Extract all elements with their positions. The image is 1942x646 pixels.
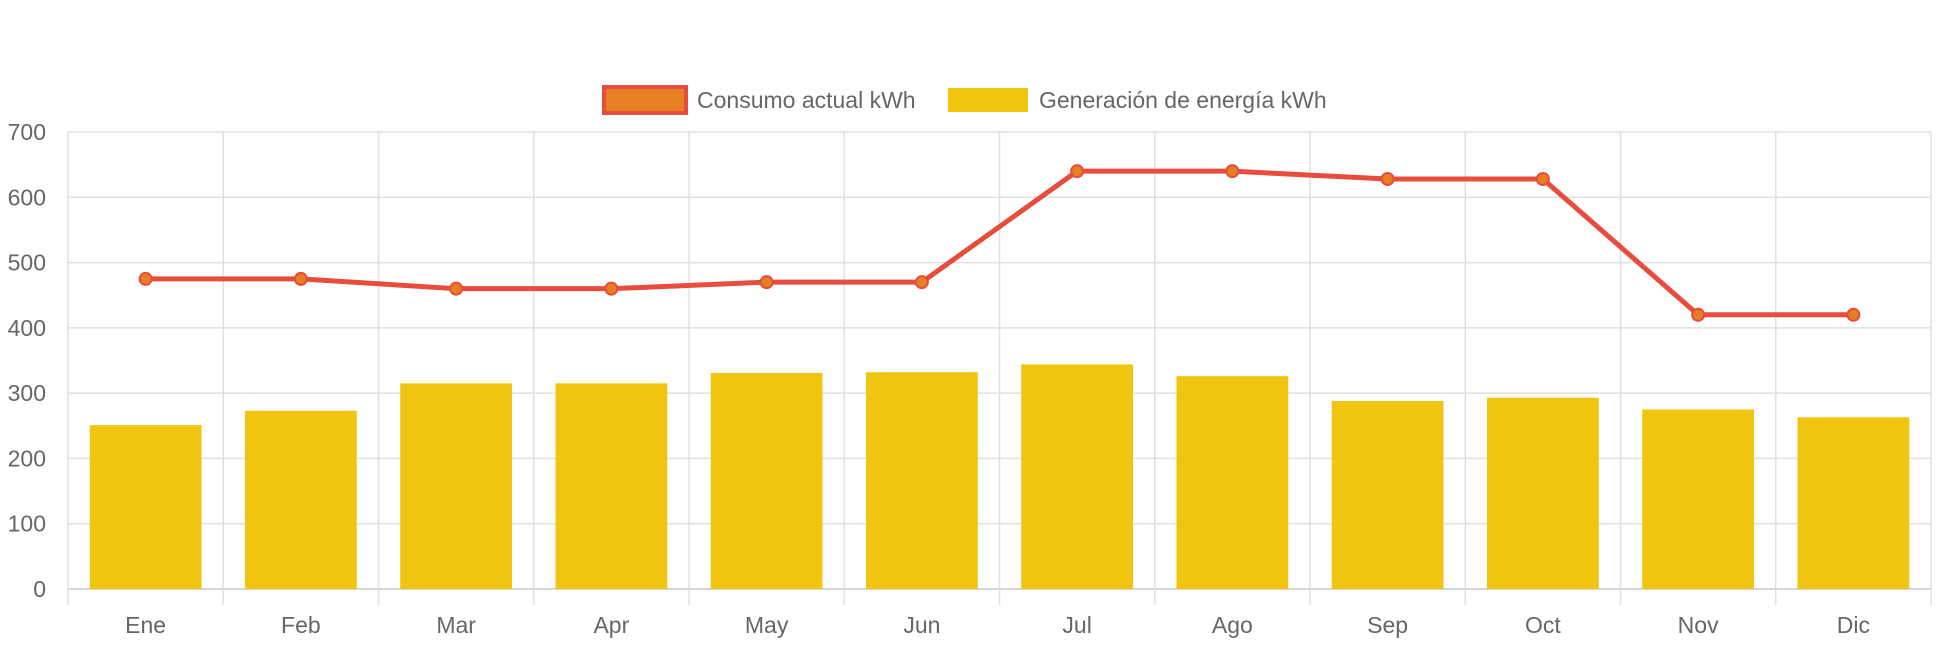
point-ene[interactable] (138, 271, 153, 286)
point-dic[interactable] (1846, 307, 1861, 322)
y-tick-label: 100 (8, 511, 46, 537)
y-tick-label: 500 (8, 250, 46, 276)
y-tick-label: 400 (8, 315, 46, 341)
x-tick-label: Jul (1062, 612, 1091, 638)
point-jun[interactable] (914, 275, 929, 290)
legend-item-consumo[interactable]: Consumo actual kWh (602, 85, 916, 115)
x-tick-label: Mar (436, 612, 476, 638)
bar-sep[interactable] (1331, 400, 1444, 589)
y-tick-label: 200 (8, 445, 46, 471)
point-mar[interactable] (449, 281, 464, 296)
legend: Consumo actual kWh Generación de energía… (602, 85, 1327, 115)
point-jul[interactable] (1070, 164, 1085, 179)
bar-feb[interactable] (244, 410, 357, 589)
bar-ago[interactable] (1176, 376, 1289, 589)
legend-label-generacion: Generación de energía kWh (1039, 87, 1327, 113)
point-may[interactable] (759, 275, 774, 290)
line-series-consumo (138, 164, 1861, 322)
point-sep[interactable] (1380, 172, 1395, 187)
bar-jun[interactable] (865, 372, 978, 589)
y-tick-label: 300 (8, 380, 46, 406)
legend-swatch-generacion (948, 88, 1028, 112)
bar-may[interactable] (710, 372, 823, 589)
x-tick-label: Nov (1678, 612, 1719, 638)
bar-nov[interactable] (1642, 409, 1755, 589)
x-tick-label: Dic (1837, 612, 1870, 638)
x-tick-label: Oct (1525, 612, 1561, 638)
x-tick-label: Feb (281, 612, 321, 638)
x-axis: Ene Feb Mar Apr May Jun Jul Ago Sep Oct Nov Dic (125, 612, 1870, 638)
bar-apr[interactable] (555, 383, 668, 589)
bar-series-generacion (89, 364, 1910, 589)
y-tick-label: 600 (8, 184, 46, 210)
y-axis: 0 100 200 300 400 500 600 700 (8, 119, 46, 602)
point-ago[interactable] (1225, 164, 1240, 179)
line-consumo (145, 168, 1854, 318)
x-tick-label: Apr (593, 612, 629, 638)
bar-mar[interactable] (400, 383, 513, 589)
legend-label-consumo: Consumo actual kWh (697, 87, 916, 113)
y-tick-label: 0 (33, 576, 46, 602)
bar-dic[interactable] (1797, 417, 1910, 589)
bar-jul[interactable] (1021, 364, 1134, 589)
point-nov[interactable] (1691, 307, 1706, 322)
x-tick-label: Ene (125, 612, 166, 638)
point-feb[interactable] (293, 271, 308, 286)
x-tick-label: Sep (1367, 612, 1408, 638)
grid (67, 131, 1932, 605)
point-apr[interactable] (604, 281, 619, 296)
x-tick-label: May (745, 612, 789, 638)
x-tick-label: Ago (1212, 612, 1253, 638)
bar-ene[interactable] (89, 425, 202, 589)
legend-swatch-consumo (602, 85, 688, 115)
bar-oct[interactable] (1486, 397, 1599, 589)
legend-item-generacion[interactable]: Generación de energía kWh (948, 87, 1327, 113)
y-tick-label: 700 (8, 119, 46, 145)
point-oct[interactable] (1535, 172, 1550, 187)
x-tick-label: Jun (903, 612, 940, 638)
